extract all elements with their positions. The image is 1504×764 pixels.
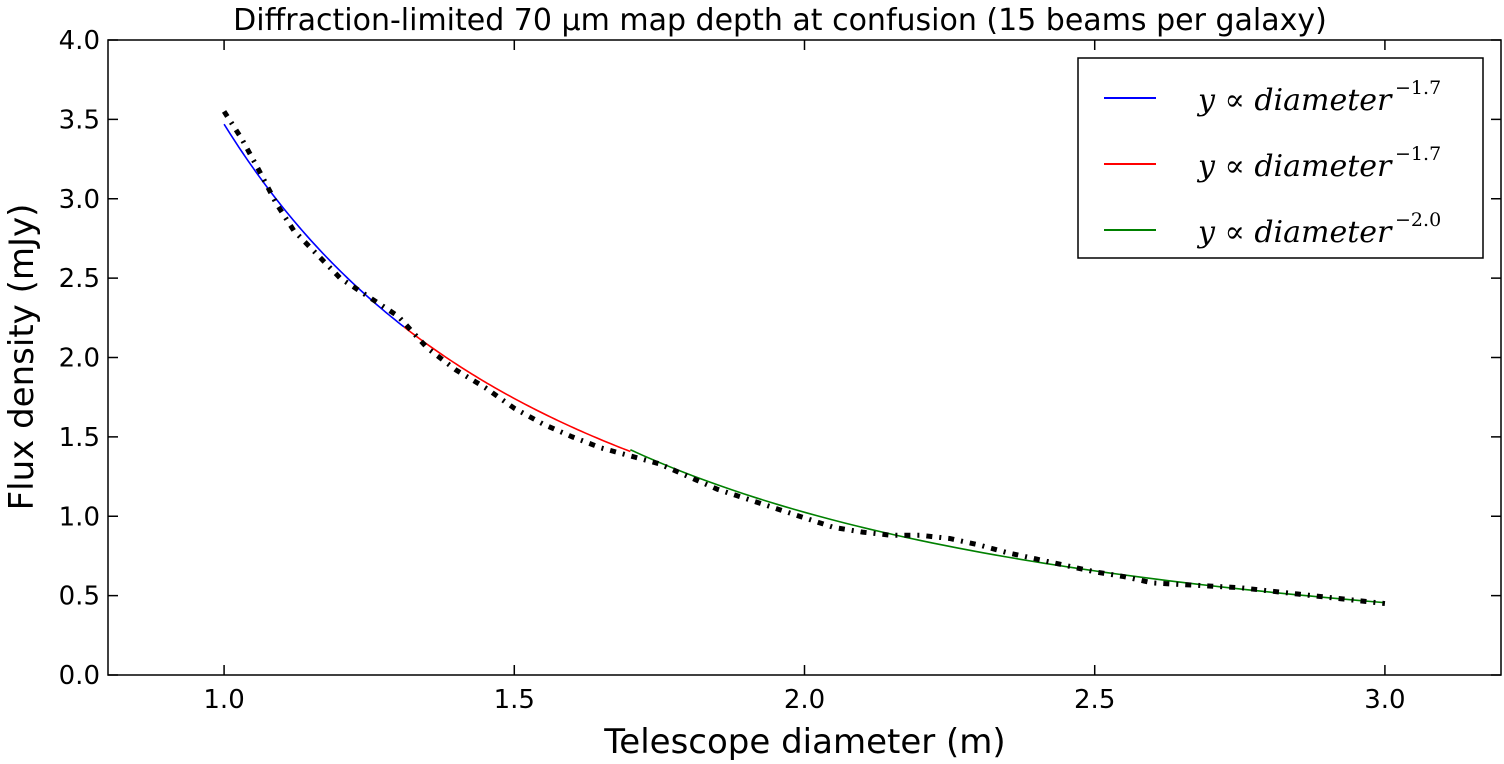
y-tick-label: 2.5	[59, 264, 100, 294]
legend-exponent: −1.7	[1395, 77, 1441, 99]
legend-exponent: −1.7	[1395, 143, 1441, 165]
y-tick-label: 1.5	[59, 423, 100, 453]
y-tick-label: 4.0	[59, 26, 100, 56]
legend: y ∝ diameter −1.7y ∝ diameter −1.7y ∝ diam…	[1077, 57, 1484, 259]
x-tick-label: 3.0	[1364, 685, 1405, 715]
y-tick-label: 0.5	[59, 582, 100, 612]
x-tick-label: 2.0	[784, 685, 825, 715]
x-tick-label: 1.0	[203, 685, 244, 715]
y-tick-label: 3.0	[59, 185, 100, 215]
legend-label: y ∝ diameter	[1196, 215, 1393, 250]
x-axis-label: Telescope diameter (m)	[603, 722, 1005, 762]
plot-area: 1.0 1.5 2.0 2.5 3.0 0.0 0.5 1.0 1.5 2.0 2.5 3.0 3.5 4…	[59, 26, 1502, 715]
series-fit-line-2	[403, 326, 631, 453]
series-fit-line-1	[223, 123, 405, 328]
y-tick-label: 2.0	[59, 344, 100, 374]
data-layer	[221, 110, 1386, 607]
legend-exponent: −2.0	[1395, 209, 1441, 231]
y-tick-label: 0.0	[59, 661, 100, 691]
ticks-layer: 1.0 1.5 2.0 2.5 3.0 0.0 0.5 1.0 1.5 2.0 2.5 3.0 3.5 4…	[59, 26, 1501, 715]
y-tick-label: 1.0	[59, 502, 100, 532]
series-fit-line-3	[630, 449, 1385, 604]
legend-label: y ∝ diameter	[1196, 83, 1393, 118]
y-tick-label: 3.5	[59, 105, 100, 135]
x-tick-label: 2.5	[1074, 685, 1115, 715]
legend-box	[1077, 57, 1484, 259]
chart-title: Diffraction-limited 70 μm map depth at c…	[233, 3, 1327, 38]
legend-label: y ∝ diameter	[1196, 149, 1393, 184]
y-axis-label: Flux density (mJy)	[2, 204, 42, 511]
x-tick-label: 1.5	[494, 685, 535, 715]
